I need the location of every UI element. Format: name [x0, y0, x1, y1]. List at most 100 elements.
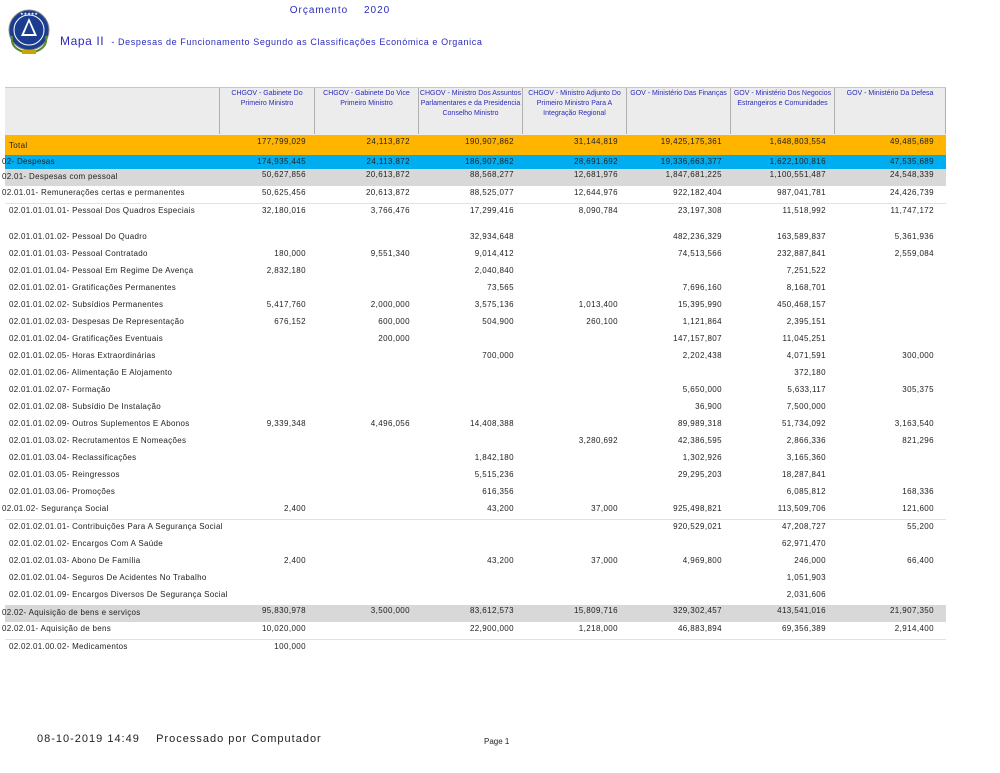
processed-datetime: 08-10-2019 14:49 [37, 733, 140, 745]
table-row: 02.01.02.01.02- Encargos Com A Saúde 62,9… [5, 537, 946, 554]
row-value: 47,208,727 [781, 522, 826, 531]
row-value: 168,336 [902, 487, 934, 496]
row-value: 22,900,000 [469, 624, 514, 633]
row-value: 1,842,180 [474, 453, 514, 462]
row-value: 31,144,819 [573, 137, 618, 146]
table-row: 02.02- Aquisição de bens e serviços 95,83… [2, 605, 946, 622]
row-value: 12,681,976 [573, 170, 618, 179]
row-value: 300,000 [902, 351, 934, 360]
row-label: 02.01.01.01.01- Pessoal Dos Quadros Espe… [9, 206, 196, 215]
row-value: 190,907,862 [465, 137, 514, 146]
row-value: 43,200 [487, 556, 514, 565]
row-value: 4,071,591 [786, 351, 826, 360]
row-value: 329,302,457 [673, 606, 722, 615]
row-value: 23,197,308 [677, 206, 722, 215]
row-value: 89,989,318 [677, 419, 722, 428]
row-value: 2,914,400 [894, 624, 934, 633]
row-value: 19,425,175,361 [660, 137, 722, 146]
row-value: 19,336,663,377 [660, 157, 722, 166]
row-value: 5,650,000 [682, 385, 722, 394]
row-value: 2,000,000 [370, 300, 410, 309]
row-label: 02.01.02.01.02- Encargos Com A Saúde [9, 539, 164, 548]
row-label: 02.01.02.01.03- Abono De Família [9, 556, 141, 565]
row-value: 2,400 [283, 504, 306, 513]
row-label: 02.01.01.02.08- Subsídio De Instalação [9, 402, 161, 411]
row-value: 5,515,236 [474, 470, 514, 479]
table-row: 02.02.01- Aquisição de bens 10,020,000 22,… [2, 622, 946, 640]
row-value: 62,971,470 [781, 539, 826, 548]
row-value: 36,900 [695, 402, 722, 411]
row-value: 200,000 [378, 334, 410, 343]
row-value: 10,020,000 [261, 624, 306, 633]
row-value: 121,600 [902, 504, 934, 513]
row-label: 02.02- Aquisição de bens e serviços [2, 608, 141, 617]
row-value: 246,000 [794, 556, 826, 565]
row-value: 3,163,540 [894, 419, 934, 428]
row-label: 02.01.01.02.02- Subsídios Permanentes [9, 300, 164, 309]
row-value: 5,417,760 [266, 300, 306, 309]
row-value: 50,625,456 [261, 188, 306, 197]
row-value: 7,696,160 [682, 283, 722, 292]
row-label: 02.01.01.03.04- Reclassificações [9, 453, 137, 462]
table-row: 02.01.01.01.02- Pessoal Do Quadro 32,934,… [5, 230, 946, 247]
coat-of-arms-emblem: ★★★★★ [8, 9, 50, 54]
row-value: 18,287,841 [781, 470, 826, 479]
table-row: 02.01.02.01.09- Encargos Diversos De Seg… [5, 588, 946, 605]
row-value: 1,121,864 [682, 317, 722, 326]
row-value: 14,408,388 [469, 419, 514, 428]
row-value: 83,612,573 [469, 606, 514, 615]
column-header: CHGOV - Ministro Adjunto Do Primeiro Min… [522, 88, 626, 134]
table-header: CHGOV - Gabinete Do Primeiro Ministro CH… [5, 87, 946, 135]
row-value: 450,468,157 [777, 300, 826, 309]
table-row: 02.01.01.03.04- Reclassificações 1,842,18… [5, 451, 946, 468]
row-value: 4,969,800 [682, 556, 722, 565]
row-value: 29,295,203 [677, 470, 722, 479]
row-value: 922,182,404 [673, 188, 722, 197]
table-body: Total 177,799,029 24,113,872 190,907,862 31,… [2, 135, 946, 657]
row-value: 1,302,926 [682, 453, 722, 462]
processed-by-text: Processado por Computador [156, 733, 322, 745]
report-year: 2020 [364, 5, 391, 16]
report-subtitle: Mapa II - Despesas de Funcionamento Segu… [60, 34, 482, 48]
row-label: 02.01.01.02.04- Gratificações Eventuais [9, 334, 164, 343]
row-value: 32,180,016 [261, 206, 306, 215]
table-row: 02.01.01.03.05- Reingressos 5,515,236 29,2… [5, 468, 946, 485]
map-label: Mapa II [60, 34, 105, 48]
row-value: 5,633,117 [787, 385, 826, 394]
row-value: 24,426,739 [889, 188, 934, 197]
row-value: 676,152 [274, 317, 306, 326]
row-label: 02.01- Despesas com pessoal [2, 172, 118, 181]
row-value: 9,551,340 [370, 249, 410, 258]
table-row: 02.01.02- Segurança Social 2,400 43,200 37,… [2, 502, 946, 520]
table-row: 02.01.02.01.03- Abono De Família 2,400 43,… [5, 554, 946, 571]
row-value: 43,200 [487, 504, 514, 513]
row-value: 7,251,522 [786, 266, 826, 275]
row-value: 51,734,092 [781, 419, 826, 428]
row-value: 15,395,990 [677, 300, 722, 309]
table-row: 02.01.02.01.04- Seguros De Acidentes No … [5, 571, 946, 588]
column-header: GOV - Ministério Da Defesa [834, 88, 946, 134]
row-value: 920,529,021 [673, 522, 722, 531]
table-row: 02.01.02.01.01- Contribuições Para A Seg… [5, 520, 946, 537]
row-value: 925,498,821 [673, 504, 722, 513]
row-value: 17,299,416 [469, 206, 514, 215]
table-row: 02.01.01.01.01- Pessoal Dos Quadros Espe… [5, 204, 946, 230]
row-value: 504,900 [482, 317, 514, 326]
row-value: 37,000 [591, 556, 618, 565]
row-label: 02.01.01.02.03- Despesas De Representaçã… [9, 317, 185, 326]
row-value: 2,832,180 [266, 266, 306, 275]
row-value: 113,509,706 [777, 504, 826, 513]
column-header: GOV - Ministério Dos Negocios Estrangeir… [730, 88, 834, 134]
row-label: 02.02.01- Aquisição de bens [2, 624, 112, 633]
row-value: 987,041,781 [777, 188, 826, 197]
table-row: 02.01.01.01.03- Pessoal Contratado 180,00… [5, 247, 946, 264]
row-value: 55,200 [907, 522, 934, 531]
subtitle-text: - Despesas de Funcionamento Segundo as C… [111, 37, 483, 47]
table-row: 02.01.01.01.04- Pessoal Em Regime De Ave… [5, 264, 946, 281]
table-row: 02.01.01.02.03- Despesas De Representaçã… [5, 315, 946, 332]
table-row: 02.01.01- Remunerações certas e permanen… [2, 186, 946, 204]
row-value: 88,525,077 [469, 188, 514, 197]
row-value: 42,386,595 [677, 436, 722, 445]
row-value: 163,589,837 [777, 232, 826, 241]
row-value: 600,000 [378, 317, 410, 326]
